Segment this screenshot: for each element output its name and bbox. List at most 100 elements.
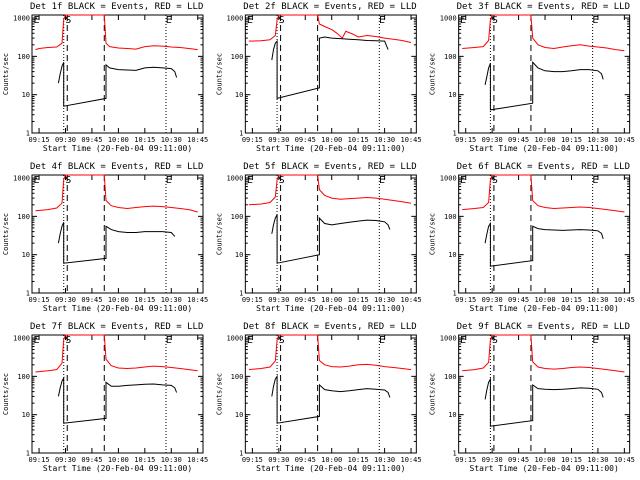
y-tick-label: 10 [22, 91, 30, 99]
chart-title: Det 7f BLACK = Events, RED = LLD [30, 322, 203, 332]
series-line-events [271, 36, 389, 100]
y-tick-label: 1000 [13, 15, 30, 23]
y-tick-label: 100 [231, 373, 244, 381]
chart-title: Det 8f BLACK = Events, RED = LLD [243, 322, 416, 332]
x-tick-label: 10:30 [587, 136, 608, 144]
x-tick-label: 10:45 [187, 136, 208, 144]
x-tick-label: 10:30 [161, 296, 182, 304]
marker-e: E [34, 335, 40, 346]
x-tick-label: 10:00 [108, 456, 129, 464]
x-axis-label: Start Time (20-Feb-04 09:11:00) [256, 464, 405, 473]
x-axis-label: Start Time (20-Feb-04 09:11:00) [470, 304, 619, 313]
y-tick-label: 10 [22, 411, 30, 419]
marker-s: S [492, 15, 498, 26]
plot-frame [458, 334, 631, 454]
y-tick-label: 10 [448, 91, 456, 99]
series-line-events [484, 377, 604, 427]
x-tick-label: 09:15 [455, 296, 476, 304]
x-tick-label: 09:15 [29, 456, 50, 464]
chart-title: Det 9f BLACK = Events, RED = LLD [457, 322, 630, 332]
x-tick-label: 09:45 [81, 296, 102, 304]
x-tick-label: 10:30 [374, 296, 395, 304]
marker-s: S [65, 15, 71, 26]
y-tick-label: 1000 [440, 175, 457, 183]
marker-e: E [379, 335, 385, 346]
x-tick-label: 10:00 [321, 136, 342, 144]
chart-panel-2: Det 2f BLACK = Events, RED = LLD 1 10 100 10… [215, 2, 421, 153]
y-tick-label: 10 [235, 411, 243, 419]
x-tick-label: 09:45 [508, 296, 529, 304]
x-tick-label: 10:00 [321, 296, 342, 304]
plot-frame [31, 174, 204, 294]
plot-frame [31, 334, 204, 454]
x-tick-label: 09:30 [482, 136, 503, 144]
series-line-events [57, 222, 176, 264]
chart-panel-4: Det 4f BLACK = Events, RED = LLD 1 10 100 10… [2, 162, 208, 313]
y-axis-label: Counts/sec [2, 373, 10, 415]
marker-e: E [166, 335, 172, 346]
x-tick-label: 10:30 [161, 456, 182, 464]
x-tick-label: 09:15 [29, 136, 50, 144]
x-tick-label: 10:15 [134, 296, 155, 304]
series-line-lld [35, 174, 198, 213]
y-tick-label: 100 [444, 373, 457, 381]
x-tick-label: 09:15 [455, 136, 476, 144]
x-tick-label: 09:45 [508, 456, 529, 464]
y-tick-label: 100 [17, 53, 30, 61]
marker-s: S [65, 175, 71, 186]
series-line-lld [462, 174, 625, 213]
chart-title: Det 4f BLACK = Events, RED = LLD [30, 162, 203, 172]
y-axis-label: Counts/sec [215, 53, 223, 95]
x-tick-label: 09:45 [295, 456, 316, 464]
chart-title: Det 5f BLACK = Events, RED = LLD [243, 162, 416, 172]
x-tick-label: 09:15 [242, 136, 263, 144]
y-tick-label: 1000 [13, 335, 30, 343]
chart-panel-9: Det 9f BLACK = Events, RED = LLD 1 10 100 10… [429, 322, 635, 473]
y-tick-label: 1 [26, 290, 30, 298]
marker-s: S [279, 175, 285, 186]
chart-title: Det 6f BLACK = Events, RED = LLD [457, 162, 630, 172]
marker-e: E [592, 335, 598, 346]
x-tick-label: 10:30 [374, 456, 395, 464]
series-line-lld [462, 334, 625, 373]
y-tick-label: 1000 [226, 335, 243, 343]
x-tick-label: 09:45 [81, 136, 102, 144]
y-tick-label: 1000 [226, 175, 243, 183]
y-axis-label: Counts/sec [429, 53, 437, 95]
x-tick-label: 10:15 [348, 296, 369, 304]
series-line-lld [248, 174, 412, 206]
plot-frame [244, 174, 417, 294]
marker-s: S [279, 335, 285, 346]
x-tick-label: 09:30 [268, 456, 289, 464]
x-tick-label: 10:45 [401, 136, 422, 144]
y-axis-label: Counts/sec [429, 373, 437, 415]
x-tick-label: 10:00 [321, 456, 342, 464]
y-axis-label: Counts/sec [2, 213, 10, 255]
y-tick-label: 1000 [226, 15, 243, 23]
marker-e: E [592, 15, 598, 26]
y-tick-label: 100 [444, 53, 457, 61]
marker-e: E [460, 335, 466, 346]
marker-e: E [379, 15, 385, 26]
marker-e: E [460, 175, 466, 186]
x-axis-label: Start Time (20-Feb-04 09:11:00) [256, 304, 405, 313]
plot-frame [244, 334, 417, 454]
series-line-events [57, 62, 178, 107]
x-axis-label: Start Time (20-Feb-04 09:11:00) [43, 464, 192, 473]
series-line-lld [248, 334, 412, 371]
series-line-events [271, 374, 391, 424]
marker-s: S [492, 335, 498, 346]
x-tick-label: 10:15 [561, 296, 582, 304]
marker-e: E [592, 175, 598, 186]
marker-e: E [247, 335, 253, 346]
marker-s: S [279, 15, 285, 26]
y-tick-label: 10 [448, 411, 456, 419]
plot-frame [244, 14, 417, 134]
marker-e: E [247, 175, 253, 186]
marker-s: S [65, 335, 71, 346]
x-tick-label: 10:30 [587, 456, 608, 464]
x-axis-label: Start Time (20-Feb-04 09:11:00) [470, 144, 619, 153]
x-tick-label: 09:45 [295, 136, 316, 144]
x-tick-label: 10:30 [587, 296, 608, 304]
x-tick-label: 10:45 [401, 296, 422, 304]
